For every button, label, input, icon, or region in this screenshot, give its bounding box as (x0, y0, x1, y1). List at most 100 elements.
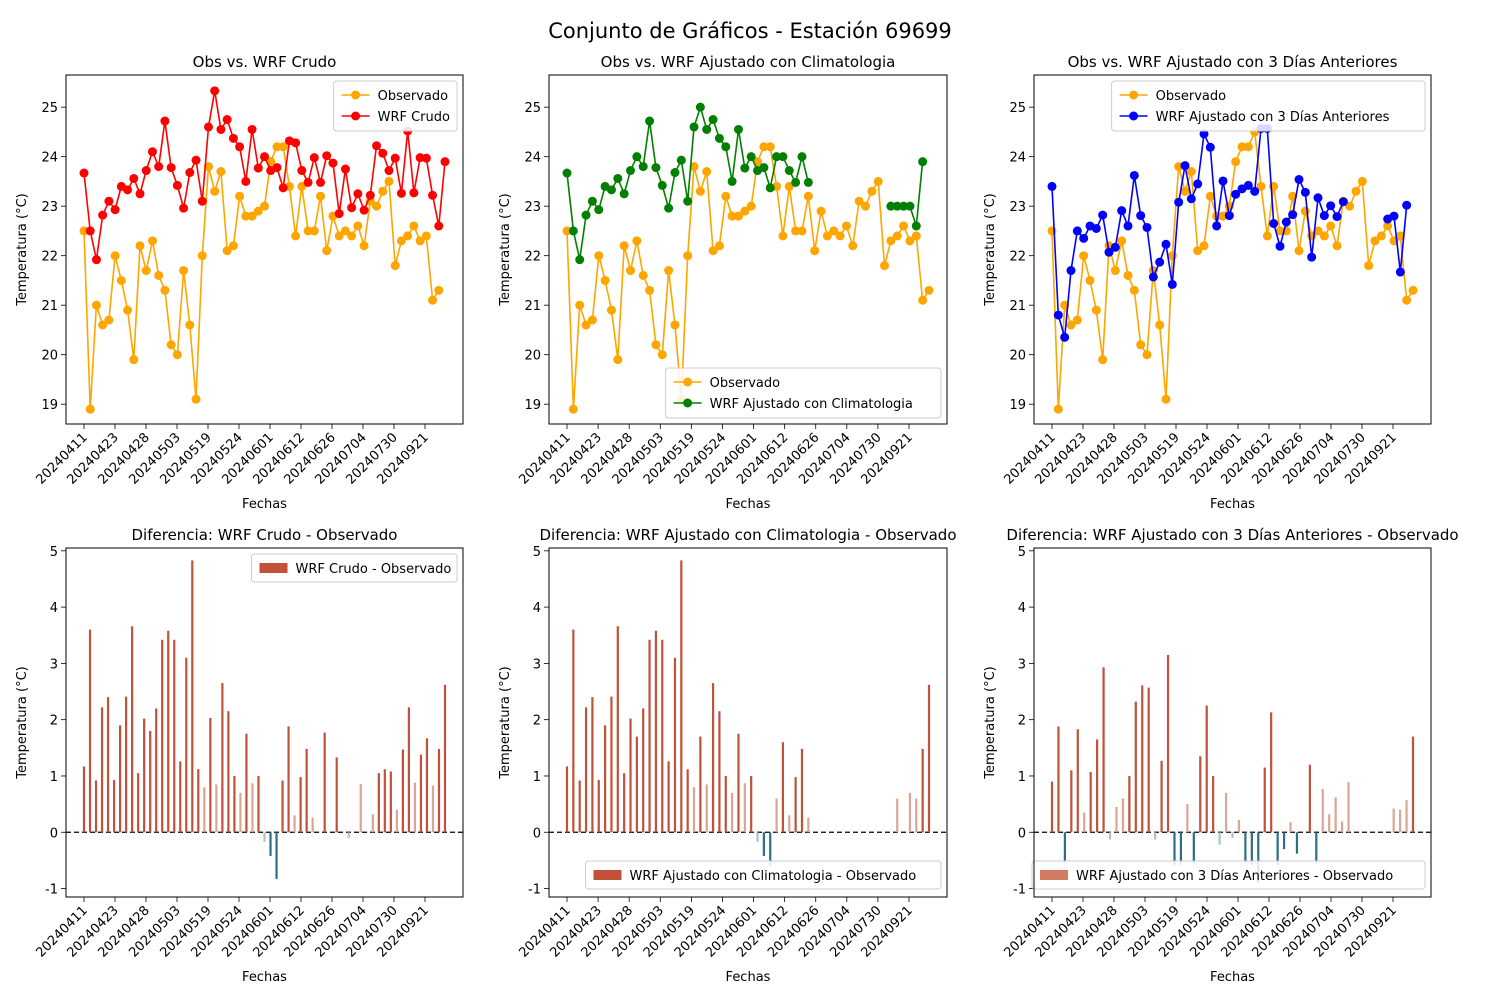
bar (699, 736, 702, 833)
data-point (568, 226, 578, 236)
bar (407, 707, 410, 833)
chart-title: Obs vs. WRF Ajustado con Climatologia (601, 53, 896, 71)
data-point (721, 142, 731, 152)
data-point (340, 164, 350, 174)
bar (269, 832, 272, 856)
data-point (911, 221, 921, 231)
y-tick-label: 23 (524, 200, 541, 215)
chart-line-crudo: Obs vs. WRF Crudo19202122232425202404112… (15, 53, 464, 512)
data-point (918, 157, 928, 167)
bar (395, 809, 398, 833)
legend-box (1111, 80, 1426, 132)
data-point (1313, 226, 1323, 236)
bar (762, 832, 765, 856)
bar (642, 708, 645, 833)
bar (112, 779, 116, 833)
bar (743, 783, 746, 833)
data-point (409, 221, 419, 231)
data-point (810, 246, 820, 256)
data-point (347, 203, 357, 213)
data-point (309, 226, 319, 236)
bar (335, 757, 338, 833)
data-point (1161, 239, 1171, 249)
data-point (98, 320, 108, 330)
legend-marker (351, 111, 361, 121)
data-point (587, 315, 597, 325)
data-point (154, 162, 164, 172)
bar (1321, 788, 1324, 833)
y-tick-label: 3 (533, 657, 541, 672)
data-point (384, 176, 394, 186)
data-point (1085, 275, 1095, 285)
data-point (1091, 305, 1101, 315)
bar (578, 780, 581, 833)
data-point (791, 177, 801, 187)
data-point (1307, 252, 1317, 262)
legend: WRF Crudo - Observado (251, 553, 458, 583)
data-point (241, 211, 251, 221)
bar (775, 798, 778, 833)
data-point (727, 211, 737, 221)
data-point (664, 203, 674, 213)
data-point (759, 163, 769, 173)
chart-title: Obs vs. WRF Ajustado con 3 Días Anterior… (1068, 53, 1398, 71)
data-point (1408, 285, 1418, 295)
y-tick-label: 19 (41, 398, 58, 413)
data-point (309, 153, 319, 163)
data-point (316, 177, 326, 187)
data-point (253, 206, 263, 216)
bar (1147, 687, 1150, 833)
data-point (587, 196, 597, 206)
data-point (260, 201, 269, 211)
legend-label: WRF Ajustado con 3 Días Anteriores (1156, 110, 1390, 125)
bar (1334, 797, 1337, 833)
data-point (835, 231, 845, 241)
data-point (797, 226, 807, 236)
bar (1166, 654, 1170, 833)
data-point (880, 261, 890, 271)
bar (401, 749, 404, 833)
data-point (867, 186, 877, 196)
data-point (778, 152, 788, 162)
bar (413, 782, 417, 833)
data-point (91, 300, 101, 310)
bar (119, 725, 122, 833)
bar (648, 639, 651, 833)
data-point (759, 142, 769, 152)
data-point (141, 266, 151, 276)
bar (711, 683, 715, 833)
data-point (91, 255, 101, 265)
data-point (632, 152, 642, 162)
y-tick-label: 20 (524, 349, 541, 364)
legend-box (333, 80, 458, 132)
bar (371, 814, 374, 833)
bar (1340, 821, 1344, 833)
data-point (1288, 210, 1298, 220)
data-point (409, 188, 419, 198)
data-point (1123, 221, 1133, 231)
data-point (746, 201, 756, 211)
data-point (1091, 223, 1101, 233)
bar (359, 783, 362, 833)
data-point (197, 251, 207, 261)
data-point (670, 168, 680, 178)
bar (299, 777, 302, 833)
data-point (1161, 394, 1171, 404)
data-point (911, 231, 921, 241)
y-tick-label: 19 (524, 398, 541, 413)
data-point (1199, 129, 1209, 139)
data-point (303, 226, 313, 236)
bar (94, 780, 98, 833)
bar (686, 769, 689, 833)
data-point (1243, 142, 1253, 152)
bar (383, 769, 386, 833)
bar (604, 725, 607, 833)
bar (155, 708, 158, 833)
y-tick-label: 20 (41, 349, 58, 364)
data-point (892, 231, 902, 241)
legend-box (251, 553, 458, 583)
data-point (147, 236, 157, 246)
legend-marker (351, 90, 361, 100)
y-tick-label: 1 (1018, 770, 1026, 785)
bar (756, 832, 759, 842)
